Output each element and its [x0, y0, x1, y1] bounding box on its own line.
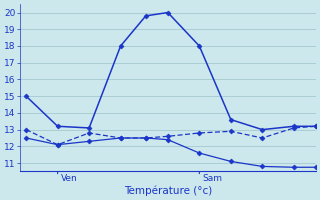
X-axis label: Température (°c): Température (°c)	[124, 185, 212, 196]
Text: Sam: Sam	[203, 174, 222, 183]
Text: Ven: Ven	[61, 174, 77, 183]
